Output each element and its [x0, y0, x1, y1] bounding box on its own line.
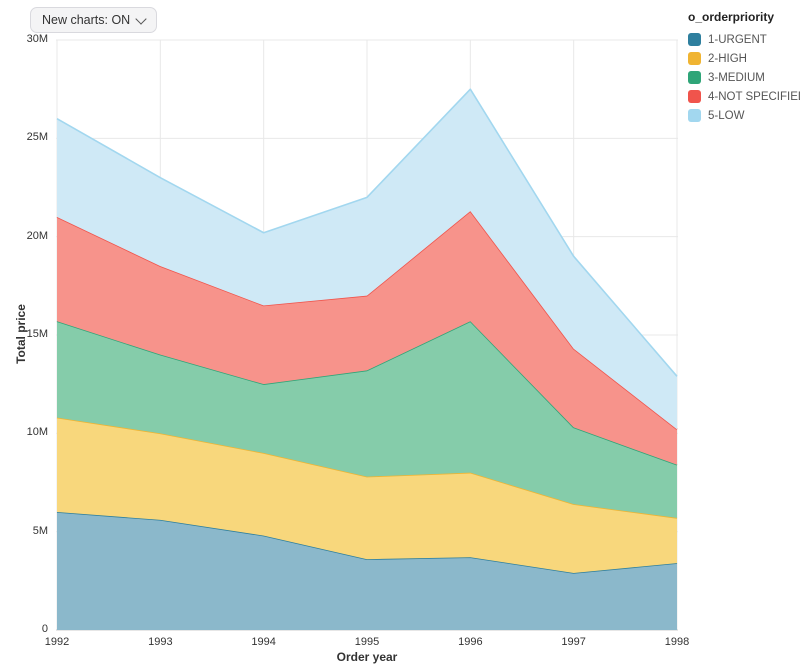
- new-charts-toggle[interactable]: New charts: ON: [30, 7, 158, 33]
- legend-item-label: 3-MEDIUM: [708, 71, 765, 84]
- y-tick-label: 5M: [32, 524, 48, 537]
- x-axis-title: Order year: [336, 650, 398, 664]
- legend-item[interactable]: 1-URGENT: [688, 33, 798, 46]
- y-tick-label: 15M: [26, 328, 48, 340]
- x-tick-label: 1998: [664, 636, 690, 648]
- stacked-area-chart[interactable]: [56, 36, 678, 632]
- legend-item-label: 1-URGENT: [708, 33, 767, 46]
- y-tick-label: 10M: [26, 426, 48, 439]
- area-series[interactable]: [57, 417, 677, 573]
- area-series[interactable]: [57, 321, 677, 518]
- legend-swatch-icon: [688, 90, 701, 103]
- x-tick-label: 1996: [458, 636, 483, 648]
- legend-item[interactable]: 4-NOT SPECIFIED: [688, 90, 800, 103]
- x-tick-label: 1993: [148, 636, 173, 648]
- legend-item[interactable]: 3-MEDIUM: [688, 71, 798, 84]
- area-series-outline: [56, 210, 678, 431]
- chevron-down-icon: [135, 12, 147, 25]
- x-tick-label: 1997: [561, 636, 586, 648]
- y-tick-label: 0: [41, 623, 48, 635]
- area-series-outline: [56, 88, 678, 377]
- legend-item[interactable]: 5-LOW: [688, 109, 798, 122]
- legend-item[interactable]: 2-HIGH: [688, 52, 798, 65]
- new-charts-label: New charts: ON: [42, 13, 131, 27]
- x-tick-label: 1995: [354, 636, 380, 648]
- y-tick-label: 30M: [26, 33, 48, 45]
- legend-item-label: 4-NOT SPECIFIED: [708, 90, 800, 103]
- legend-swatch-icon: [688, 71, 701, 84]
- area-series[interactable]: [57, 211, 677, 465]
- legend-swatch-icon: [688, 33, 701, 46]
- legend-swatch-icon: [688, 109, 701, 122]
- x-tick-label: 1992: [44, 636, 70, 648]
- legend-items: 1-URGENT 2-HIGH 3-MEDIUM 4-NOT SPECIFIED 5-L…: [688, 33, 800, 122]
- y-tick-label: 20M: [26, 229, 48, 242]
- legend-item-label: 2-HIGH: [708, 52, 747, 65]
- legend-title: o_orderpriority: [688, 10, 775, 24]
- legend-item-label: 5-LOW: [708, 109, 745, 122]
- legend: o_orderpriority 1-URGENT 2-HIGH 3-MEDIUM 4-…: [688, 10, 800, 128]
- area-series[interactable]: [57, 512, 677, 630]
- y-tick-label: 25M: [26, 131, 48, 144]
- x-tick-label: 1994: [251, 636, 276, 648]
- legend-swatch-icon: [688, 52, 701, 65]
